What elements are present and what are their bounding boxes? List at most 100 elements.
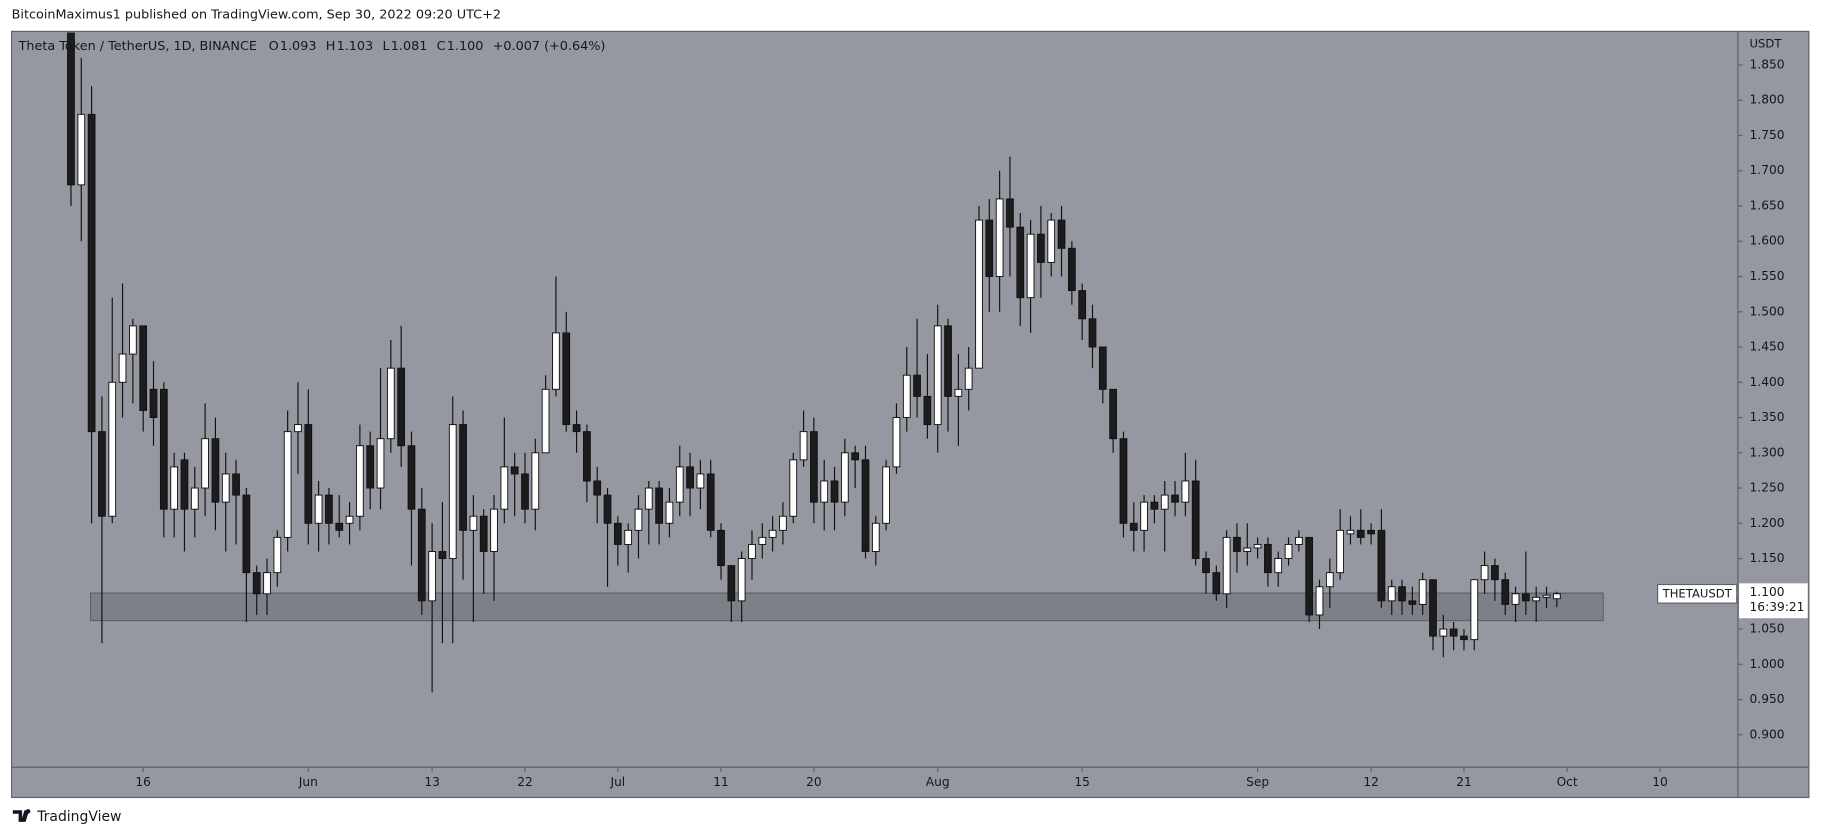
brand-logo	[12, 809, 31, 822]
candle-body	[1439, 628, 1448, 637]
candle-body	[1078, 290, 1087, 320]
y-tick-label: 1.500	[1750, 304, 1785, 318]
y-tick-label: 1.800	[1750, 93, 1785, 107]
candle-body	[273, 536, 282, 574]
candle-body	[314, 494, 323, 524]
x-tick-label: 21	[1456, 775, 1472, 789]
x-tick-label: 11	[713, 775, 729, 789]
y-tick-label: 1.300	[1750, 445, 1785, 459]
candle-body	[1047, 219, 1056, 263]
candle-body	[840, 452, 849, 503]
candle-body	[1037, 233, 1045, 263]
candle-body	[944, 325, 952, 397]
candle-body	[913, 374, 921, 397]
candle-body	[655, 487, 663, 524]
candle-body	[448, 424, 457, 560]
candle-body	[98, 431, 106, 517]
legend-key: O	[269, 39, 279, 54]
x-tick-label: Jun	[298, 775, 318, 789]
y-tick-label: 1.750	[1750, 128, 1785, 142]
candle-body	[964, 367, 973, 390]
candle-body	[727, 565, 736, 602]
candle-body	[294, 424, 302, 433]
candle-body	[459, 424, 467, 531]
y-tick-label: 0.900	[1750, 727, 1785, 741]
candle-body	[345, 515, 354, 524]
candle-body	[232, 473, 240, 496]
candle-body	[129, 325, 137, 355]
candle-body	[995, 198, 1004, 277]
candle-body	[201, 438, 209, 489]
candle-body	[1511, 593, 1520, 605]
y-tick-label: 1.700	[1750, 163, 1785, 177]
candle-body	[490, 508, 498, 552]
candle-body	[1315, 586, 1324, 616]
candle-body	[1418, 579, 1427, 605]
x-tick-label: 15	[1074, 775, 1090, 789]
candle-body	[356, 445, 364, 517]
candle-body	[1501, 579, 1510, 605]
legend-value: 1.093	[280, 39, 317, 54]
candle-body	[933, 325, 942, 426]
x-tick-label: 20	[806, 775, 822, 789]
y-tick-label: 1.150	[1750, 551, 1785, 565]
x-tick-label: 13	[424, 775, 440, 789]
candle-body	[1006, 198, 1014, 228]
candle-body	[1171, 494, 1179, 503]
candle-body	[954, 388, 963, 397]
candle-body	[149, 388, 158, 418]
candle-body	[1150, 501, 1159, 510]
candle-body	[242, 494, 251, 574]
legend-key: C	[437, 39, 446, 54]
x-tick-label: Oct	[1557, 775, 1578, 789]
candle-body	[325, 494, 333, 524]
candle-body	[1129, 522, 1138, 531]
support-zone	[89, 592, 1604, 622]
candle-body	[975, 219, 983, 369]
candle-body	[263, 572, 271, 595]
y-tick-label: 1.400	[1750, 375, 1785, 389]
candle-body	[603, 494, 612, 524]
candle-body	[335, 522, 344, 531]
candle-body	[531, 452, 540, 510]
candle-body	[417, 508, 426, 602]
candle-body	[1522, 593, 1530, 602]
candle-body	[252, 572, 261, 595]
candle-body	[665, 501, 674, 524]
candle-body	[593, 480, 602, 496]
legend-key: H	[326, 39, 336, 54]
candle-body	[521, 473, 529, 510]
candle-body	[1098, 346, 1107, 390]
candle-body	[1470, 579, 1479, 641]
candle-body	[1284, 543, 1293, 560]
candle-body	[892, 417, 901, 468]
candle-body	[810, 431, 818, 503]
candle-body	[428, 551, 436, 602]
candle-body	[1243, 547, 1252, 552]
candle-body	[283, 431, 292, 538]
candle-body	[1191, 480, 1200, 560]
candle-body	[706, 473, 715, 531]
publisher-line: BitcoinMaximus1 published on TradingView…	[12, 8, 501, 23]
candle-body	[758, 536, 767, 545]
candle-body	[902, 374, 911, 418]
candle-body	[1202, 558, 1210, 574]
candle-body	[1233, 536, 1241, 552]
candle-body	[1336, 529, 1345, 574]
candle-body	[1325, 572, 1334, 588]
legend-value: 1.100	[447, 39, 484, 54]
candle-body	[583, 431, 591, 482]
candle-body	[211, 438, 220, 503]
candle-body	[861, 459, 870, 552]
x-tick-label: 12	[1363, 775, 1379, 789]
candle-body	[820, 480, 829, 503]
candle-body	[479, 515, 488, 552]
candle-body	[1491, 565, 1499, 581]
candle-body	[190, 487, 199, 510]
candle-body	[1274, 558, 1283, 574]
candle-body	[1532, 596, 1541, 602]
candle-body	[1253, 543, 1262, 549]
candle-body	[1377, 529, 1386, 602]
candle-body	[1387, 586, 1396, 602]
candle-body	[376, 438, 385, 489]
